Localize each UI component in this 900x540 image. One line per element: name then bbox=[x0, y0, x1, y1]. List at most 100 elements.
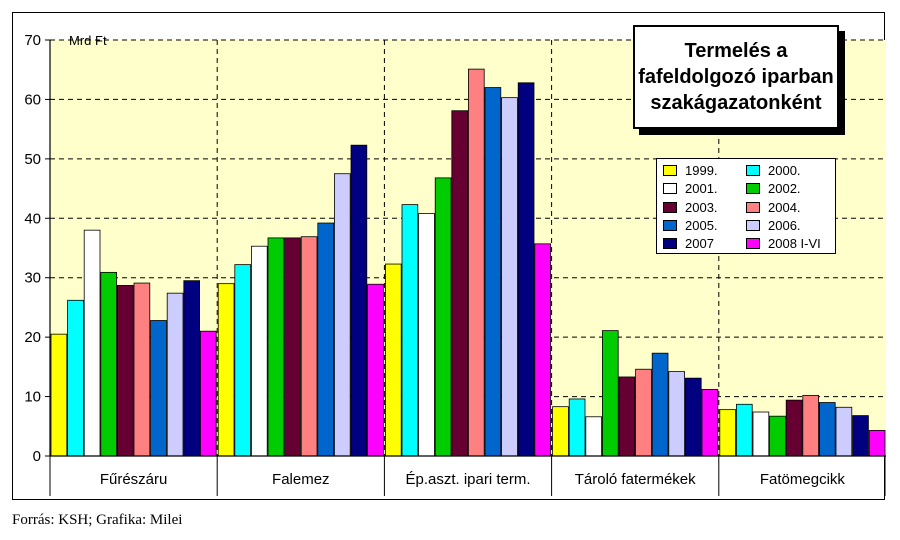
y-tick-label: 10 bbox=[24, 389, 41, 406]
bar bbox=[217, 283, 235, 457]
legend-swatch bbox=[746, 183, 760, 195]
legend-item: 2006. bbox=[746, 217, 801, 234]
bar bbox=[117, 285, 134, 457]
bar bbox=[635, 368, 652, 457]
legend-label: 2006. bbox=[768, 217, 801, 233]
bar bbox=[401, 204, 419, 457]
legend-swatch bbox=[746, 238, 760, 250]
chart-title-line-3: szakágazatonként bbox=[650, 92, 822, 114]
legend-item: 2004. bbox=[746, 199, 801, 216]
bar bbox=[166, 292, 184, 457]
y-tick-label: 50 bbox=[24, 151, 41, 168]
x-tick-label: Ép.aszt. ipari term. bbox=[405, 471, 530, 488]
bar bbox=[434, 177, 452, 457]
bar bbox=[552, 406, 569, 457]
bar bbox=[267, 237, 285, 457]
source-note: Forrás: KSH; Grafika: Milei bbox=[12, 512, 183, 528]
bar bbox=[685, 377, 702, 457]
bar bbox=[736, 403, 753, 457]
bar bbox=[367, 283, 384, 457]
legend-swatch bbox=[663, 201, 677, 213]
bar bbox=[785, 399, 803, 457]
bar bbox=[585, 416, 602, 457]
chart-title-line-1: Termelés a bbox=[684, 40, 788, 62]
y-tick-label: 40 bbox=[24, 210, 41, 227]
legend-label: 1999. bbox=[685, 163, 718, 178]
bar bbox=[350, 144, 368, 457]
bar bbox=[752, 411, 770, 457]
chart-frame: 0 10 20 30 40 50 60 70 Fűrészáru Falemez Ép.aszt. … bbox=[12, 12, 886, 500]
bar bbox=[234, 264, 252, 457]
legend-swatch bbox=[746, 165, 760, 176]
y-tick-label: 70 bbox=[24, 32, 41, 49]
bar bbox=[451, 110, 468, 457]
bar bbox=[517, 82, 535, 457]
bar bbox=[484, 87, 502, 457]
y-tick-label: 0 bbox=[33, 448, 41, 465]
legend-swatch bbox=[663, 238, 677, 250]
legend-item: 2001. bbox=[663, 180, 718, 197]
legend-item: 2000. bbox=[746, 162, 801, 179]
bar bbox=[651, 352, 669, 457]
legend-label: 2008 I-VI bbox=[768, 236, 821, 252]
bar bbox=[384, 263, 402, 457]
bar bbox=[819, 402, 836, 457]
bar bbox=[618, 376, 636, 457]
bar bbox=[701, 389, 719, 457]
legend-swatch bbox=[746, 219, 760, 231]
bar bbox=[418, 213, 435, 457]
bar bbox=[668, 371, 685, 457]
bar bbox=[534, 243, 551, 457]
bar bbox=[300, 236, 318, 457]
x-tick-label: Fűrészáru bbox=[100, 471, 168, 488]
bar bbox=[467, 68, 485, 457]
y-axis-unit-label: Mrd Ft bbox=[69, 33, 107, 48]
legend-label: 2001. bbox=[685, 181, 718, 197]
bar bbox=[100, 271, 118, 457]
legend-item: 2003. bbox=[663, 199, 718, 216]
legend-swatch bbox=[663, 165, 677, 176]
bar bbox=[150, 320, 167, 457]
bar bbox=[769, 415, 786, 457]
bar bbox=[83, 229, 101, 457]
legend-label: 2005. bbox=[685, 217, 718, 233]
bar bbox=[199, 330, 217, 457]
y-tick-label: 30 bbox=[24, 270, 41, 287]
legend-label: 2000. bbox=[768, 163, 801, 178]
bar bbox=[250, 245, 268, 457]
legend-label: 2004. bbox=[768, 199, 801, 215]
chart-title-line-2: fafeldolgozó iparban bbox=[638, 66, 834, 88]
legend-item: 1999. bbox=[663, 162, 718, 179]
legend-label: 2003. bbox=[685, 199, 718, 215]
bar bbox=[852, 415, 869, 457]
legend-item: 2005. bbox=[663, 217, 718, 234]
legend-item: 2002. bbox=[746, 180, 801, 197]
bar bbox=[333, 173, 351, 457]
bar bbox=[719, 409, 736, 457]
bar bbox=[802, 394, 819, 457]
bar bbox=[183, 280, 201, 457]
legend-swatch bbox=[746, 201, 760, 213]
bar bbox=[568, 398, 586, 457]
bar bbox=[317, 222, 334, 457]
bar bbox=[67, 299, 84, 457]
chart-title-box: Termelés a fafeldolgozó iparban szakágaz… bbox=[633, 25, 839, 129]
legend-item: 2007 bbox=[663, 235, 714, 252]
legend-label: 2002. bbox=[768, 181, 801, 197]
chart-legend: 1999. 2000. 2001. 2002. 2003. 2004. 2005. 2006.… bbox=[656, 158, 836, 254]
bar bbox=[835, 406, 853, 457]
bar bbox=[868, 430, 886, 457]
legend-swatch bbox=[663, 219, 677, 231]
bar bbox=[50, 333, 68, 457]
x-tick-label: Fatömegcikk bbox=[760, 471, 846, 488]
bar bbox=[501, 97, 518, 457]
bar bbox=[133, 282, 151, 457]
bar bbox=[284, 237, 301, 457]
legend-item: 2008 I-VI bbox=[746, 235, 821, 252]
x-tick-label: Tároló fatermékek bbox=[575, 471, 696, 488]
y-tick-label: 20 bbox=[24, 329, 41, 346]
bar bbox=[602, 330, 619, 457]
legend-swatch bbox=[663, 183, 677, 195]
legend-label: 2007 bbox=[685, 236, 714, 252]
y-tick-label: 60 bbox=[24, 91, 41, 108]
